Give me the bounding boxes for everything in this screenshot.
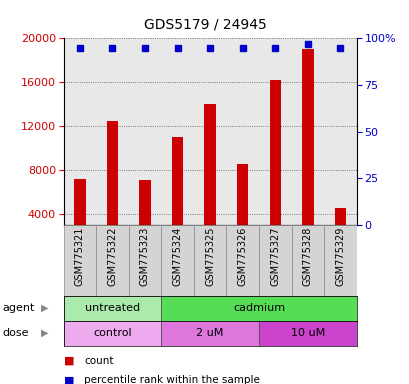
Text: agent: agent — [2, 303, 34, 313]
Text: ■: ■ — [63, 375, 74, 384]
Bar — [226, 225, 258, 296]
Bar — [106, 121, 118, 258]
Text: GSM775321: GSM775321 — [75, 227, 85, 286]
Bar — [139, 180, 151, 258]
Text: GSM775323: GSM775323 — [139, 227, 150, 286]
Bar — [128, 225, 161, 296]
Text: GSM775325: GSM775325 — [204, 227, 215, 286]
Text: untreated: untreated — [85, 303, 139, 313]
Text: GSM775328: GSM775328 — [302, 227, 312, 286]
Text: percentile rank within the sample: percentile rank within the sample — [84, 375, 259, 384]
Bar — [301, 50, 313, 258]
Text: ▶: ▶ — [41, 328, 48, 338]
Bar — [291, 225, 324, 296]
Text: 2 uM: 2 uM — [196, 328, 223, 338]
Bar — [236, 164, 248, 258]
Bar — [171, 137, 183, 258]
Text: GSM775327: GSM775327 — [270, 227, 280, 286]
Bar — [258, 321, 356, 346]
Bar — [334, 208, 345, 258]
Text: GSM775329: GSM775329 — [335, 227, 344, 286]
Bar — [269, 80, 280, 258]
Text: dose: dose — [2, 328, 29, 338]
Bar — [161, 321, 258, 346]
Bar — [96, 225, 128, 296]
Bar — [193, 225, 226, 296]
Bar — [258, 225, 291, 296]
Bar — [63, 321, 161, 346]
Bar — [74, 179, 85, 258]
Text: 10 uM: 10 uM — [290, 328, 324, 338]
Bar — [324, 225, 356, 296]
Text: GSM775324: GSM775324 — [172, 227, 182, 286]
Text: GSM775322: GSM775322 — [107, 227, 117, 286]
Text: ■: ■ — [63, 356, 74, 366]
Text: cadmium: cadmium — [232, 303, 284, 313]
Bar — [204, 104, 215, 258]
Text: count: count — [84, 356, 113, 366]
Bar — [161, 296, 356, 321]
Bar — [63, 296, 161, 321]
Text: GSM775326: GSM775326 — [237, 227, 247, 286]
Bar — [63, 225, 96, 296]
Text: GDS5179 / 24945: GDS5179 / 24945 — [143, 17, 266, 31]
Bar — [161, 225, 193, 296]
Text: ▶: ▶ — [41, 303, 48, 313]
Text: control: control — [93, 328, 131, 338]
